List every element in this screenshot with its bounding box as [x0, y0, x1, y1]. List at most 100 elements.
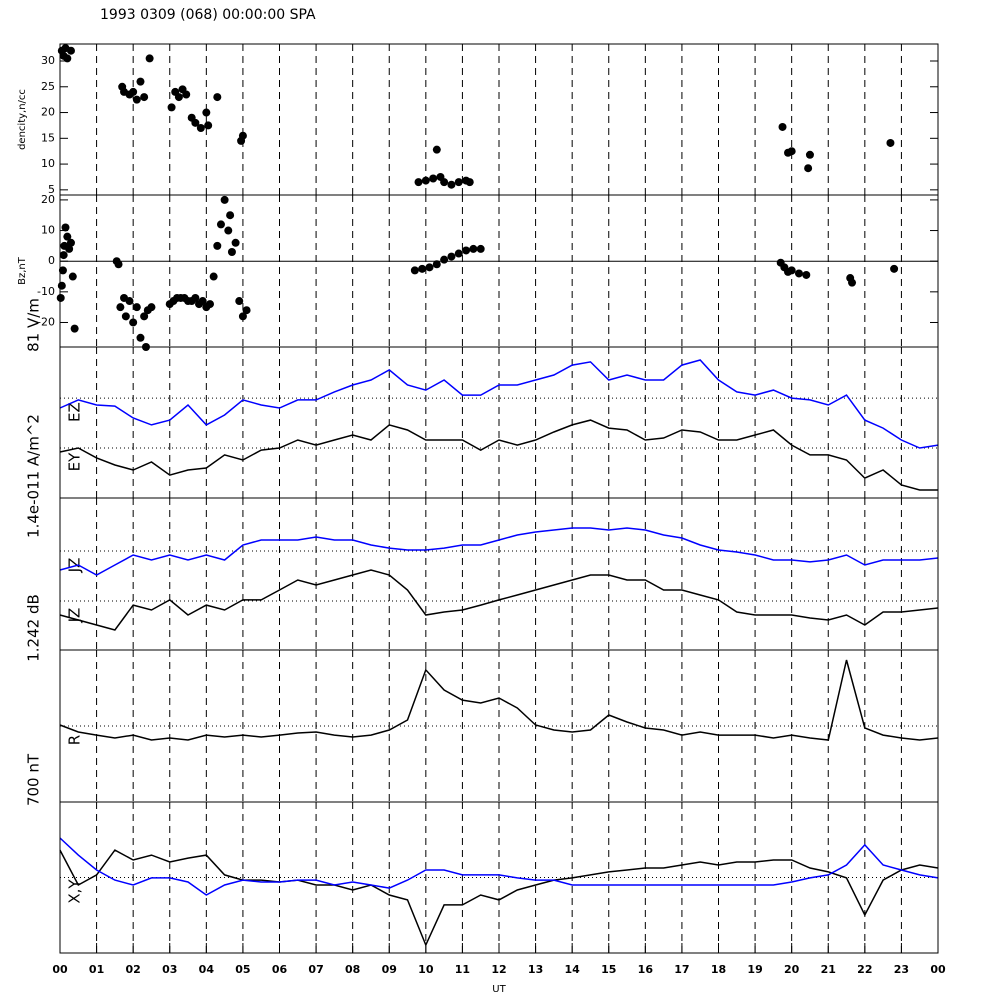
x-tick-label: 19 [747, 963, 762, 976]
data-point [414, 178, 423, 187]
data-point [202, 108, 211, 117]
y-tick-label: -20 [37, 315, 55, 328]
y-tick-label: 20 [41, 193, 55, 206]
data-point [418, 264, 427, 273]
data-point [787, 147, 796, 156]
data-point [204, 121, 213, 130]
data-point [136, 333, 145, 342]
scale-label: 1.242 dB [25, 594, 43, 662]
data-point [238, 131, 247, 140]
x-tick-label: 18 [711, 963, 726, 976]
data-point [136, 77, 145, 86]
x-tick-label: 12 [491, 963, 506, 976]
data-point [209, 272, 218, 281]
x-tick-label: 10 [418, 963, 434, 976]
data-point [425, 263, 434, 272]
y-tick-label: 0 [48, 254, 55, 267]
data-point [198, 297, 207, 306]
data-point [213, 93, 222, 102]
x-tick-label: 07 [308, 963, 323, 976]
data-point [469, 244, 478, 253]
data-point [421, 176, 430, 185]
data-point [191, 118, 200, 127]
data-point [802, 270, 811, 279]
y-tick-label: 10 [41, 157, 55, 170]
data-point [778, 122, 787, 131]
data-point [129, 87, 138, 96]
data-point [447, 180, 456, 189]
x-tick-label: 01 [89, 963, 104, 976]
x-tick-label: 13 [528, 963, 543, 976]
x-tick-label: 00 [930, 963, 946, 976]
data-point [429, 174, 438, 183]
data-point [794, 269, 803, 278]
series-line [59, 527, 939, 576]
data-point [129, 318, 138, 327]
data-point [224, 226, 233, 235]
data-point [63, 54, 72, 63]
data-point [174, 93, 183, 102]
y-tick-label: 5 [48, 183, 55, 196]
data-point [454, 178, 463, 187]
x-tick-label: 03 [162, 963, 177, 976]
x-tick-label: 23 [894, 963, 909, 976]
x-tick-label: 09 [382, 963, 397, 976]
data-point [125, 297, 134, 306]
data-point [132, 95, 141, 104]
x-tick-label: 06 [272, 963, 288, 976]
chart-title: 1993 0309 (068) 00:00:00 SPA [100, 7, 316, 23]
data-point [432, 145, 441, 154]
data-point [59, 251, 68, 260]
x-tick-label: 05 [235, 963, 250, 976]
data-point [447, 252, 456, 261]
data-point [465, 178, 474, 187]
data-point [890, 264, 899, 273]
y-tick-label: 30 [41, 54, 55, 67]
y-axis-label: dencity,n/cc [17, 89, 28, 150]
data-point [191, 293, 200, 302]
x-tick-label: 20 [784, 963, 800, 976]
data-point [66, 238, 75, 247]
data-point [454, 249, 463, 258]
data-point [70, 324, 79, 333]
data-point [886, 138, 895, 147]
x-tick-label: 00 [52, 963, 68, 976]
scale-label: 700 nT [25, 753, 43, 806]
data-point [787, 266, 796, 275]
y-tick-label: 20 [41, 106, 55, 119]
data-point [410, 266, 419, 275]
data-point [196, 124, 205, 133]
series-line [59, 849, 939, 947]
x-tick-label: 21 [821, 963, 836, 976]
data-point [114, 260, 123, 269]
x-tick-label: 16 [638, 963, 654, 976]
data-point [440, 178, 449, 187]
data-point [61, 223, 70, 232]
data-point [848, 278, 857, 287]
data-point [226, 211, 235, 220]
series-label: EZ [66, 402, 84, 422]
data-point [804, 164, 813, 173]
x-tick-label: 02 [126, 963, 141, 976]
data-point [220, 195, 229, 204]
scale-label: 81 V/m [25, 298, 43, 352]
data-point [132, 303, 141, 312]
data-point [462, 246, 471, 255]
data-point [58, 266, 67, 275]
series-label: X,Y [66, 879, 84, 904]
x-tick-label: 04 [199, 963, 215, 976]
data-point [56, 293, 65, 302]
data-point [213, 241, 222, 250]
series-line [59, 659, 939, 741]
data-point [227, 248, 236, 256]
scale-label: 1.4e-011 A/m^2 [25, 414, 43, 538]
data-point [121, 312, 130, 321]
data-point [57, 281, 66, 290]
data-point [66, 46, 75, 55]
data-point [182, 90, 191, 99]
data-point [68, 272, 77, 281]
series-line [59, 837, 939, 896]
series-label: R [66, 735, 84, 745]
